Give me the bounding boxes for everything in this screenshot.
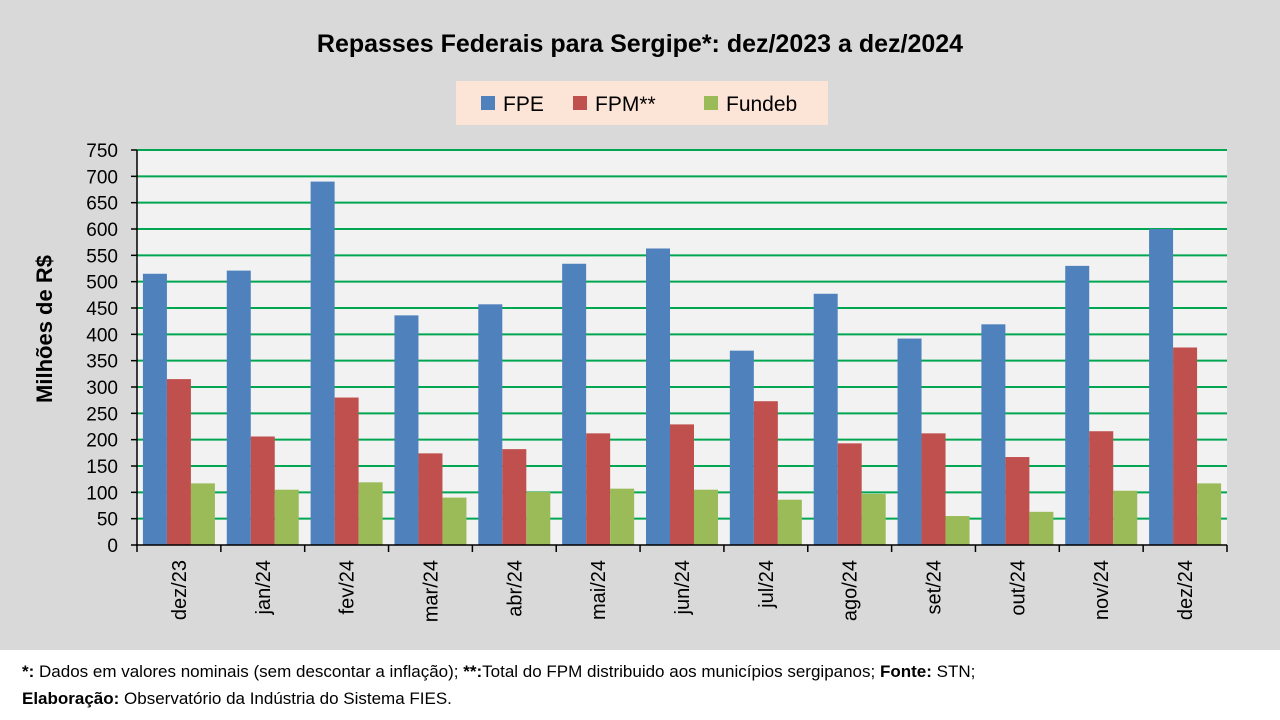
bar-fpe-jan-24 xyxy=(226,270,251,545)
x-tick-label: mar/24 xyxy=(420,560,442,622)
y-tick-label: 700 xyxy=(86,167,118,188)
legend-box xyxy=(456,81,828,125)
y-tick-label: 0 xyxy=(107,536,118,557)
bar-fpm-mar-24 xyxy=(418,453,443,545)
legend-swatch-fpm xyxy=(573,96,587,110)
bar-fpm-dez-23 xyxy=(166,379,191,545)
bars xyxy=(142,181,1222,545)
y-tick-label: 300 xyxy=(86,378,118,399)
axes xyxy=(131,149,1228,552)
bar-fundeb-dez-24 xyxy=(1197,483,1222,545)
bar-fpe-abr-24 xyxy=(478,304,503,545)
bar-fundeb-abr-24 xyxy=(526,491,551,545)
bar-fpm-nov-24 xyxy=(1089,431,1114,545)
footnote-line-1: *: Dados em valores nominais (sem descon… xyxy=(22,658,1260,685)
x-tick-label: mai/24 xyxy=(588,560,610,620)
bar-fpe-dez-23 xyxy=(142,273,167,545)
legend-swatch-fundeb xyxy=(704,96,718,110)
bar-fundeb-mai-24 xyxy=(610,488,635,545)
bar-fpe-dez-24 xyxy=(1149,229,1174,545)
bar-fundeb-ago-24 xyxy=(861,493,886,545)
x-tick-label: dez/24 xyxy=(1175,560,1197,620)
footnote-text-elaboracao: Observatório da Indústria do Sistema FIE… xyxy=(119,689,452,708)
footnote-mark-1: *: xyxy=(22,662,35,681)
bar-fpm-mai-24 xyxy=(586,433,611,545)
bar-fpe-mar-24 xyxy=(394,315,419,545)
footnote-text-3: STN; xyxy=(931,662,976,681)
x-tick-label: fev/24 xyxy=(337,560,359,614)
legend-label-fundeb: Fundeb xyxy=(726,93,797,116)
bar-fundeb-mar-24 xyxy=(442,497,467,545)
footnote-line-2: Elaboração: Observatório da Indústria do… xyxy=(22,685,1260,712)
bar-fpm-jan-24 xyxy=(250,436,275,545)
x-tick-label: jun/24 xyxy=(672,560,694,616)
y-tick-label: 450 xyxy=(86,299,118,320)
x-tick-label: abr/24 xyxy=(504,560,526,617)
footnote-mark-3: Fonte: xyxy=(879,662,932,681)
footnote-text-1: Dados em valores nominais (sem descontar… xyxy=(34,662,464,681)
x-tick-label: jan/24 xyxy=(253,560,275,616)
bar-fundeb-nov-24 xyxy=(1113,490,1138,545)
legend-label-fpm: FPM** xyxy=(595,93,656,116)
bar-fpm-set-24 xyxy=(921,433,946,545)
bar-fundeb-dez-23 xyxy=(190,483,215,545)
y-tick-label: 750 xyxy=(86,141,118,162)
bar-fundeb-jun-24 xyxy=(694,489,718,545)
bar-fpe-jul-24 xyxy=(729,350,754,545)
bar-fpe-nov-24 xyxy=(1065,265,1090,545)
y-tick-label: 150 xyxy=(86,457,118,478)
chart-title: Repasses Federais para Sergipe*: dez/202… xyxy=(317,30,963,58)
footnote-text-2: Total do FPM distribuido aos municípios … xyxy=(482,662,880,681)
bar-fundeb-fev-24 xyxy=(358,482,383,545)
y-tick-label: 200 xyxy=(86,431,118,452)
bar-fpe-out-24 xyxy=(981,324,1006,545)
legend: FPE FPM** Fundeb xyxy=(456,81,828,125)
y-tick-labels: 0 50 100 150 200 250 300 350 400 450 500 550 600 650 7… xyxy=(86,141,118,557)
y-axis-label: Milhões de R$ xyxy=(32,255,57,403)
bar-fpm-fev-24 xyxy=(334,397,359,545)
y-tick-label: 550 xyxy=(86,246,118,267)
footnote-mark-elaboracao: Elaboração: xyxy=(22,689,120,708)
x-tick-labels: dez/23 jan/24 fev/24 mar/24 abr/24 mai/24 jun/… xyxy=(169,560,1197,622)
bar-fpm-jul-24 xyxy=(753,401,778,545)
footnote: *: Dados em valores nominais (sem descon… xyxy=(0,650,1280,720)
chart: Repasses Federais para Sergipe*: dez/202… xyxy=(32,30,1228,622)
bar-fundeb-jul-24 xyxy=(777,499,802,545)
bar-fpm-dez-24 xyxy=(1173,347,1198,545)
y-tick-label: 100 xyxy=(86,483,118,504)
x-tick-label: nov/24 xyxy=(1091,560,1113,620)
y-tick-label: 50 xyxy=(97,510,118,531)
bar-fpm-out-24 xyxy=(1005,457,1030,545)
bar-fpm-ago-24 xyxy=(837,443,862,545)
bar-fundeb-set-24 xyxy=(945,516,970,545)
x-tick-label: dez/23 xyxy=(169,560,191,620)
y-tick-label: 500 xyxy=(86,273,118,294)
x-tick-label: set/24 xyxy=(924,560,946,614)
bar-fpe-jun-24 xyxy=(646,248,670,545)
bar-fundeb-out-24 xyxy=(1029,511,1054,545)
y-tick-label: 400 xyxy=(86,325,118,346)
y-tick-label: 250 xyxy=(86,404,118,425)
x-tick-label: ago/24 xyxy=(840,560,862,621)
y-tick-label: 600 xyxy=(86,220,118,241)
bar-fpe-ago-24 xyxy=(813,293,838,545)
bar-fundeb-jan-24 xyxy=(274,489,299,545)
bar-fpe-fev-24 xyxy=(310,181,335,545)
x-tick-label: out/24 xyxy=(1007,560,1029,616)
legend-label-fpe: FPE xyxy=(503,93,544,116)
x-tick-label: jul/24 xyxy=(756,560,778,609)
legend-swatch-fpe xyxy=(481,96,495,110)
y-tick-label: 650 xyxy=(86,194,118,215)
bar-fpe-mai-24 xyxy=(562,263,587,545)
bar-fpm-jun-24 xyxy=(670,424,694,545)
y-tick-label: 350 xyxy=(86,352,118,373)
footnote-mark-2: **: xyxy=(463,662,483,681)
bar-fpe-set-24 xyxy=(897,338,922,545)
bar-fpm-abr-24 xyxy=(502,449,527,545)
